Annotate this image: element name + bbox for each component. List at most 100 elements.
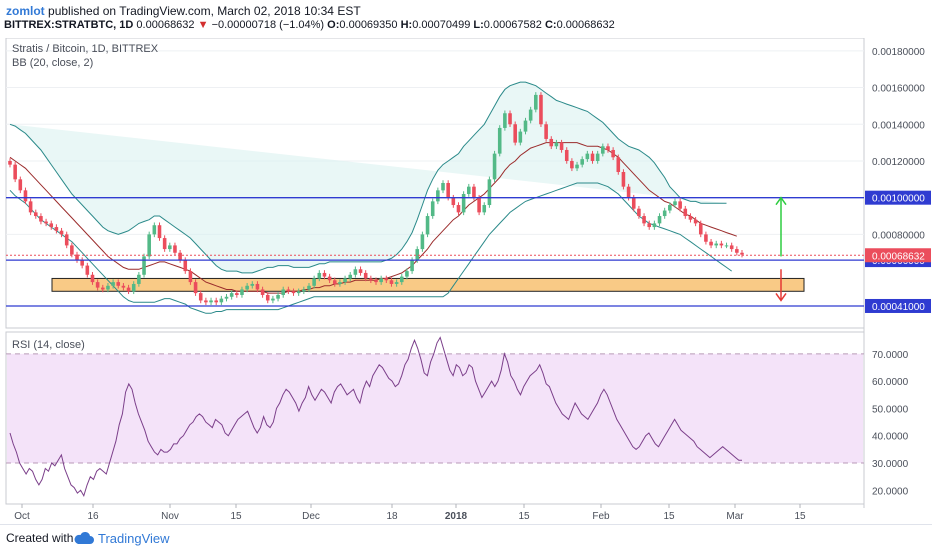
time-tick-label: Oct bbox=[14, 511, 30, 522]
candle-body bbox=[652, 223, 657, 228]
candle-body bbox=[446, 183, 450, 198]
candle-body bbox=[637, 208, 641, 217]
header-bar: zomlot published on TradingView.com, Mar… bbox=[0, 0, 932, 38]
candle-body bbox=[23, 190, 28, 202]
candle-body bbox=[544, 124, 548, 139]
time-tick-label: Nov bbox=[161, 511, 179, 522]
candle-body bbox=[466, 186, 471, 195]
candle-body bbox=[601, 146, 605, 154]
chart-canvas[interactable]: 0.00180000 0.00160000 0.00140000 0.00120000… bbox=[0, 38, 932, 524]
last-price: 0.00068632 bbox=[136, 19, 195, 31]
time-axis[interactable]: Oct 16 Nov 15 Dec 18 2018 15 Feb 15 Mar 15 bbox=[14, 504, 806, 522]
last-price-tag bbox=[865, 248, 931, 263]
candle-body bbox=[8, 160, 12, 165]
down-triangle-icon: ▼ bbox=[197, 19, 209, 31]
candle-body bbox=[265, 294, 270, 301]
price-tick-label: 0.00180000 bbox=[872, 47, 925, 58]
candle-body bbox=[178, 252, 182, 261]
candle-body bbox=[260, 289, 265, 295]
candle-body bbox=[626, 186, 631, 198]
candle-body bbox=[106, 285, 110, 290]
candle-body bbox=[642, 216, 646, 224]
price-tick-label: 0.00140000 bbox=[872, 120, 925, 131]
time-tick-label: Feb bbox=[592, 511, 610, 522]
candle-body bbox=[348, 274, 353, 279]
last-price-tag-text: 0.00068632 bbox=[872, 251, 925, 262]
author-link[interactable]: zomlot bbox=[6, 4, 45, 18]
time-tick-label: 15 bbox=[794, 511, 806, 522]
rsi-tick-label: 30.0000 bbox=[872, 459, 909, 470]
candle-body bbox=[714, 243, 719, 246]
candle-body bbox=[595, 153, 600, 161]
candle-body bbox=[461, 194, 466, 213]
time-tick-label: 18 bbox=[386, 511, 398, 522]
cloud-icon bbox=[74, 531, 94, 544]
candle-body bbox=[276, 294, 280, 299]
candle-body bbox=[80, 260, 84, 266]
candle-body bbox=[389, 280, 394, 284]
candle-body bbox=[147, 234, 151, 257]
rsi-tick-label: 40.0000 bbox=[872, 432, 909, 443]
close-label: C: bbox=[544, 19, 557, 31]
candle-body bbox=[415, 249, 420, 261]
candle-body bbox=[59, 230, 64, 235]
change-text: −0.00000718 (−1.04%) bbox=[211, 19, 325, 31]
price-pane[interactable]: 0.00180000 0.00160000 0.00140000 0.00120000… bbox=[5, 38, 931, 508]
candle-body bbox=[312, 278, 316, 286]
tradingview-logo[interactable]: TradingView bbox=[74, 528, 170, 548]
candle-body bbox=[39, 216, 43, 222]
price-level-tag-text: 0.00041000 bbox=[872, 302, 925, 313]
candle-body bbox=[317, 272, 322, 279]
candle-body bbox=[564, 149, 569, 161]
candle-body bbox=[698, 223, 703, 235]
candle-body bbox=[668, 205, 672, 211]
candle-body bbox=[358, 269, 363, 273]
candle-body bbox=[64, 234, 69, 246]
low-label: L: bbox=[473, 19, 484, 31]
candle-body bbox=[647, 223, 652, 228]
candle-body bbox=[570, 160, 574, 169]
arrow-head bbox=[775, 293, 787, 302]
candle-body bbox=[399, 276, 404, 283]
candle-body bbox=[157, 225, 162, 239]
candle-body bbox=[554, 142, 559, 147]
candle-body bbox=[162, 238, 167, 250]
candle-body bbox=[327, 276, 332, 281]
candle-body bbox=[363, 272, 368, 279]
candle-body bbox=[209, 300, 213, 303]
symbol-label: BITTREX:STRATBTC, 1D bbox=[4, 19, 134, 31]
candle-body bbox=[621, 171, 626, 187]
candle-body bbox=[95, 282, 100, 288]
candle-body bbox=[18, 179, 23, 191]
high-label: H: bbox=[400, 19, 413, 31]
candle-body bbox=[487, 179, 492, 206]
open-label: O: bbox=[327, 19, 340, 31]
candle-body bbox=[580, 159, 584, 165]
high-value: 0.00070499 bbox=[412, 19, 471, 31]
candle-body bbox=[188, 271, 193, 283]
candle-body bbox=[631, 197, 636, 209]
rsi-pane[interactable]: RSI (14, close) 70.0000 60.0000 50.0000 40.0… bbox=[5, 331, 909, 505]
rsi-band-fill bbox=[7, 353, 863, 464]
candle-body bbox=[683, 208, 688, 217]
candle-body bbox=[719, 243, 724, 246]
candle-body bbox=[353, 269, 358, 275]
rsi-tick-label: 50.0000 bbox=[872, 404, 909, 415]
candle-body bbox=[420, 234, 425, 250]
time-tick-label: 16 bbox=[87, 511, 99, 522]
candle-body bbox=[152, 225, 157, 235]
candle-body bbox=[441, 183, 445, 191]
candle-body bbox=[90, 274, 95, 283]
time-tick-label: 15 bbox=[230, 511, 242, 522]
time-tick-label: 15 bbox=[518, 511, 530, 522]
time-tick-label: 15 bbox=[663, 511, 675, 522]
candle-body bbox=[28, 201, 33, 213]
candle-body bbox=[250, 283, 255, 286]
candle-body bbox=[518, 131, 523, 143]
price-tick-label: 0.00120000 bbox=[872, 157, 925, 168]
footer-bar: Created with TradingView bbox=[0, 524, 932, 551]
candle-body bbox=[204, 300, 208, 303]
candle-body bbox=[740, 252, 744, 255]
ohlc-line: BITTREX:STRATBTC, 1D 0.00068632 ▼ −0.000… bbox=[4, 19, 615, 31]
candle-body bbox=[131, 283, 136, 292]
